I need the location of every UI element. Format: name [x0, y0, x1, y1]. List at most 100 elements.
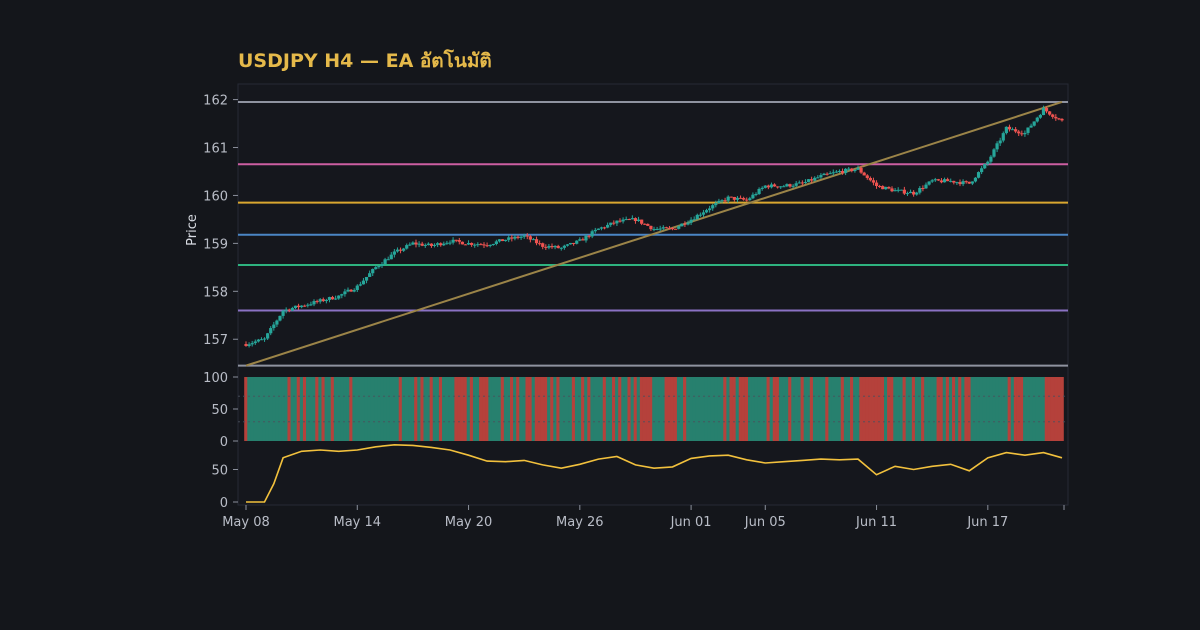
candle-201 [865, 174, 869, 180]
candle-body [640, 219, 644, 224]
osc-bar-97 [544, 377, 548, 441]
candle-body [309, 304, 313, 306]
candle-body [711, 205, 715, 209]
candle-19 [303, 304, 307, 307]
price-y-tick-label-4: 161 [203, 142, 228, 157]
candle-body [853, 169, 857, 172]
osc-bar-98 [547, 377, 551, 441]
candle-28 [330, 295, 335, 300]
osc-bar-95 [537, 377, 542, 441]
y-axis-label: Price [185, 214, 200, 246]
candle-107 [575, 240, 579, 245]
candle-86 [510, 234, 514, 242]
candle-252 [1023, 130, 1027, 137]
osc-bar-27 [327, 377, 332, 441]
candle-190 [831, 169, 835, 176]
candle-47 [389, 252, 393, 260]
candle-233 [964, 180, 968, 184]
osc-bar-99 [550, 377, 554, 441]
candle-body [958, 182, 962, 185]
candle-59 [426, 242, 430, 246]
osc-bar-45 [383, 377, 387, 441]
candlesticks [244, 105, 1064, 348]
osc-bar-188 [825, 377, 829, 441]
osc-bar-166 [757, 377, 761, 441]
candle-37 [358, 281, 362, 287]
candle-67 [451, 237, 455, 245]
osc-bar-24 [318, 377, 322, 441]
osc-bar-96 [540, 377, 545, 441]
osc-bar-23 [315, 377, 319, 441]
candle-body [986, 161, 990, 165]
osc-bar-126 [633, 377, 638, 441]
candle-220 [924, 182, 928, 189]
candle-257 [1038, 113, 1042, 119]
candle-237 [976, 171, 981, 179]
candle-168 [763, 185, 767, 189]
osc-bar-261 [1050, 377, 1055, 441]
candle-body [497, 239, 502, 242]
candle-body [590, 231, 594, 237]
candle-62 [436, 242, 440, 248]
candle-144 [689, 217, 693, 226]
osc-bar-155 [723, 377, 727, 441]
osc-bar-0 [244, 377, 248, 441]
osc-bar-147 [698, 377, 703, 441]
candle-97 [544, 244, 548, 250]
candle-body [593, 229, 597, 232]
candle-8 [269, 326, 273, 336]
candle-193 [840, 168, 845, 175]
candle-body [881, 186, 885, 190]
candle-223 [933, 177, 937, 182]
candle-253 [1026, 127, 1030, 136]
candle-body [377, 266, 381, 268]
candle-228 [949, 178, 953, 183]
osc-bar-243 [995, 377, 999, 441]
candle-255 [1032, 121, 1036, 127]
candle-body [816, 177, 820, 179]
candle-body [324, 299, 328, 302]
osc-bar-35 [352, 377, 356, 441]
candle-body [884, 186, 888, 190]
price-y-tick-label-1: 158 [203, 285, 228, 300]
candle-body [525, 235, 529, 237]
candle-83 [500, 239, 505, 242]
candle-92 [528, 234, 532, 243]
candle-body [368, 273, 372, 277]
candle-136 [664, 226, 668, 229]
osc-bar-181 [803, 377, 808, 441]
candle-body [352, 290, 356, 292]
osc-bar-238 [979, 377, 984, 441]
candle-body [405, 245, 409, 249]
candle-body [281, 310, 285, 316]
osc-bar-16 [293, 377, 298, 441]
candle-body [952, 180, 956, 183]
candle-254 [1029, 123, 1033, 128]
osc-bar-191 [834, 377, 839, 441]
osc-bar-148 [701, 377, 706, 441]
osc-bar-59 [426, 377, 431, 441]
candle-body [476, 244, 480, 246]
osc-bar-142 [683, 377, 687, 441]
candle-76 [479, 242, 483, 246]
osc-bar-55 [414, 377, 418, 441]
osc-bar-183 [809, 377, 814, 441]
candle-body [250, 343, 254, 345]
candle-body [890, 188, 894, 192]
candle-body [618, 220, 622, 222]
candle-body [306, 304, 310, 306]
osc-bar-2 [250, 377, 254, 441]
candle-body [312, 301, 316, 305]
candle-body [547, 246, 551, 248]
candle-240 [986, 160, 990, 166]
candle-body [738, 197, 743, 199]
candle-85 [507, 235, 511, 243]
candle-body [847, 168, 851, 170]
candle-body [596, 228, 600, 230]
candle-108 [578, 237, 582, 242]
candle-87 [513, 234, 517, 241]
candle-body [708, 208, 712, 211]
candle-body [689, 219, 693, 223]
candle-body [340, 294, 344, 296]
candle-176 [788, 183, 792, 188]
